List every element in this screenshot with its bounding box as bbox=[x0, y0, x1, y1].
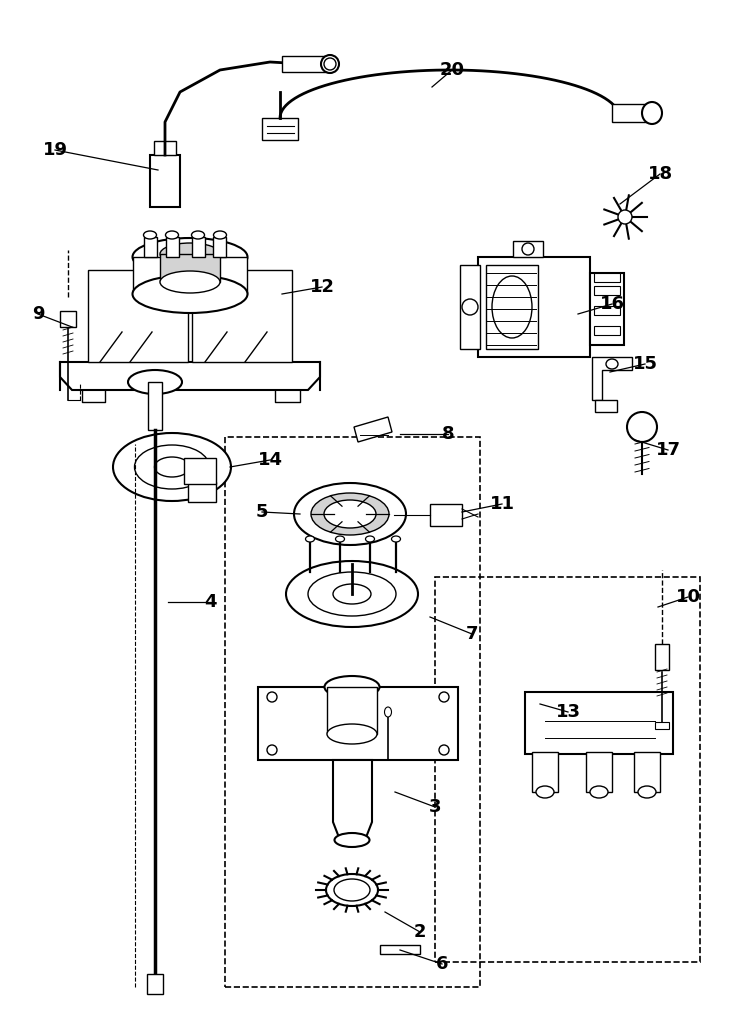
Ellipse shape bbox=[286, 561, 418, 628]
Bar bbox=[486, 265, 538, 349]
Ellipse shape bbox=[536, 786, 554, 798]
Bar bbox=[60, 311, 76, 327]
Ellipse shape bbox=[324, 500, 376, 528]
Bar bbox=[513, 241, 543, 257]
Text: 18: 18 bbox=[647, 165, 673, 183]
Text: 15: 15 bbox=[632, 355, 658, 373]
Bar bbox=[594, 306, 620, 315]
Bar bbox=[282, 56, 330, 72]
Bar bbox=[133, 257, 248, 294]
Polygon shape bbox=[60, 362, 320, 390]
Text: 2: 2 bbox=[414, 923, 426, 941]
Text: 12: 12 bbox=[310, 278, 334, 296]
Polygon shape bbox=[192, 270, 292, 362]
Bar bbox=[634, 752, 660, 792]
Text: 9: 9 bbox=[32, 305, 44, 323]
Ellipse shape bbox=[334, 833, 370, 847]
Ellipse shape bbox=[642, 102, 662, 124]
Bar bbox=[594, 326, 620, 335]
Ellipse shape bbox=[311, 493, 389, 535]
Ellipse shape bbox=[308, 572, 396, 616]
Bar bbox=[225, 437, 480, 987]
Bar bbox=[655, 644, 669, 670]
Text: 3: 3 bbox=[429, 798, 441, 816]
Ellipse shape bbox=[166, 231, 178, 239]
Text: 5: 5 bbox=[256, 503, 268, 521]
Bar bbox=[188, 482, 216, 502]
Text: 6: 6 bbox=[436, 955, 448, 973]
Bar bbox=[191, 237, 205, 257]
Bar bbox=[214, 237, 226, 257]
Circle shape bbox=[618, 210, 632, 224]
Ellipse shape bbox=[392, 536, 400, 542]
Text: 4: 4 bbox=[204, 593, 216, 611]
Bar bbox=[594, 286, 620, 295]
Bar bbox=[655, 722, 669, 729]
Bar bbox=[460, 265, 480, 349]
Polygon shape bbox=[354, 417, 392, 442]
Bar bbox=[160, 254, 220, 282]
Ellipse shape bbox=[385, 707, 392, 717]
Text: 19: 19 bbox=[43, 141, 68, 159]
Bar bbox=[525, 692, 673, 754]
Text: 7: 7 bbox=[466, 625, 478, 643]
Ellipse shape bbox=[133, 238, 248, 276]
Text: 10: 10 bbox=[676, 588, 700, 606]
Text: 8: 8 bbox=[442, 425, 454, 443]
Ellipse shape bbox=[365, 536, 374, 542]
Bar bbox=[430, 504, 462, 526]
Bar bbox=[143, 237, 157, 257]
Circle shape bbox=[627, 412, 657, 442]
Ellipse shape bbox=[113, 433, 231, 501]
Text: 20: 20 bbox=[440, 61, 464, 79]
Text: 17: 17 bbox=[656, 442, 680, 459]
Ellipse shape bbox=[294, 483, 406, 545]
Polygon shape bbox=[333, 760, 372, 840]
Circle shape bbox=[324, 58, 336, 69]
Ellipse shape bbox=[191, 231, 205, 239]
Bar bbox=[148, 382, 162, 430]
Bar bbox=[380, 945, 420, 954]
Bar bbox=[166, 237, 178, 257]
Bar bbox=[612, 104, 652, 122]
Polygon shape bbox=[88, 270, 188, 362]
Ellipse shape bbox=[160, 243, 220, 265]
Bar bbox=[262, 118, 298, 140]
Ellipse shape bbox=[128, 370, 182, 394]
Bar bbox=[147, 974, 163, 994]
Bar bbox=[586, 752, 612, 792]
Ellipse shape bbox=[334, 879, 370, 901]
Ellipse shape bbox=[333, 584, 371, 604]
Text: 16: 16 bbox=[599, 295, 625, 313]
Ellipse shape bbox=[160, 271, 220, 293]
Ellipse shape bbox=[321, 55, 339, 73]
Polygon shape bbox=[258, 687, 458, 760]
Bar bbox=[590, 273, 624, 345]
Ellipse shape bbox=[335, 536, 344, 542]
Ellipse shape bbox=[327, 724, 377, 744]
Bar bbox=[154, 141, 176, 155]
Bar bbox=[327, 687, 377, 734]
Ellipse shape bbox=[133, 275, 248, 313]
Ellipse shape bbox=[305, 536, 314, 542]
Polygon shape bbox=[592, 357, 632, 400]
Bar bbox=[532, 752, 558, 792]
Ellipse shape bbox=[590, 786, 608, 798]
Bar bbox=[184, 458, 216, 484]
Ellipse shape bbox=[326, 874, 378, 905]
Bar bbox=[595, 400, 617, 412]
Bar bbox=[478, 257, 590, 357]
Bar bbox=[150, 155, 180, 207]
Text: 13: 13 bbox=[556, 703, 580, 721]
Ellipse shape bbox=[325, 676, 380, 698]
Ellipse shape bbox=[214, 231, 226, 239]
Text: 14: 14 bbox=[257, 451, 283, 469]
Text: 11: 11 bbox=[490, 495, 514, 513]
Ellipse shape bbox=[143, 231, 157, 239]
Ellipse shape bbox=[638, 786, 656, 798]
Bar bbox=[594, 273, 620, 282]
Bar bbox=[435, 577, 700, 962]
